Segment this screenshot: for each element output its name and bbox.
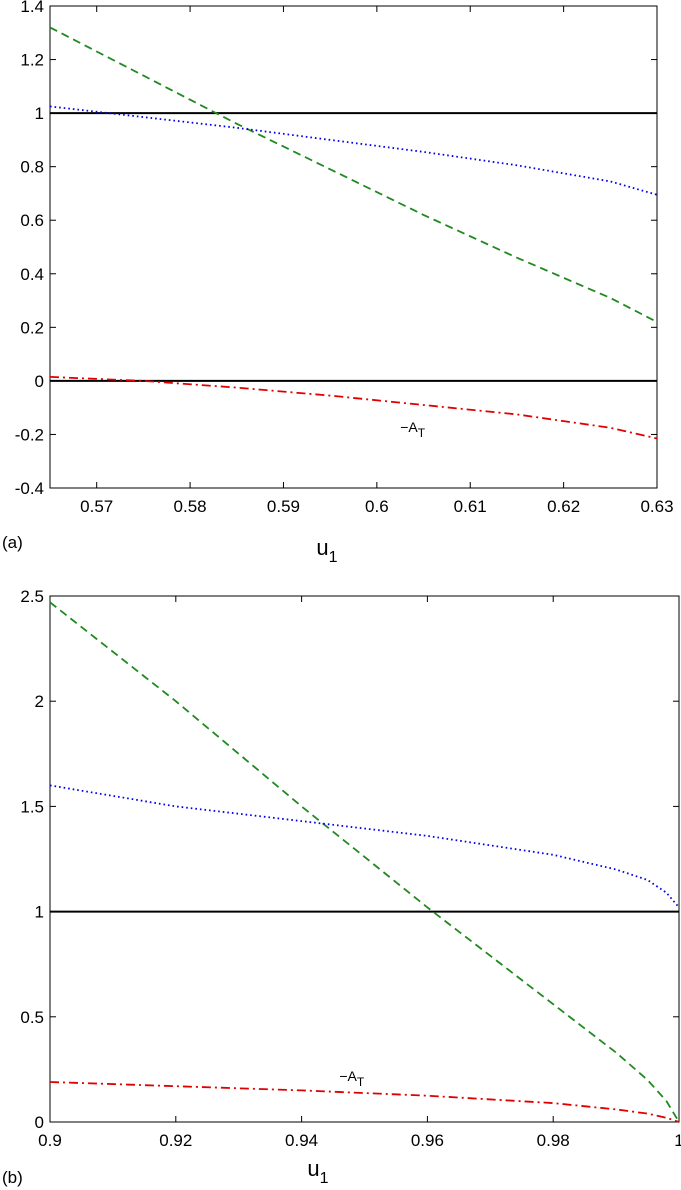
series-line-dashdot [49,376,658,440]
y-tick-label: 1 [35,903,44,922]
series-line-dashed [49,601,680,1123]
x-tick-label: 0.98 [537,1131,570,1150]
x-tick-label: 0.62 [547,497,580,516]
plot-frame [49,5,658,489]
plot-frame [49,595,680,1123]
y-tick-label: -0.4 [15,479,44,498]
y-tick-label: 0.8 [20,158,44,177]
x-tick-label: 0.9 [38,1131,62,1150]
x-tick-label: 0.61 [454,497,487,516]
y-tick-label: 1.2 [20,51,44,70]
chart-panel-b: 0.9 0.92 0.94 0.96 0.98 1 0 0.5 1 1.5 2 2.5 −AT u1 (b) [2,587,681,1187]
x-tick-label: 0.63 [640,497,673,516]
y-tick-label: 1.5 [20,797,44,816]
series-line-dashdot [49,1081,680,1123]
y-tick-label: 0.5 [20,1008,44,1027]
y-tick-label: 0 [35,1113,44,1132]
series-line-dotted [49,784,680,908]
y-tick-label: 1.4 [20,0,44,16]
x-tick-label: 0.92 [159,1131,192,1150]
x-tick-label: 0.6 [365,497,389,516]
series-line-dashed [49,26,658,323]
x-tick-label: 0.57 [80,497,113,516]
y-tick-label: 2 [35,692,44,711]
y-tick-label: -0.2 [15,425,44,444]
annotation-label: −AT [400,419,426,440]
x-tick-label: 0.94 [285,1131,318,1150]
annotation-label: −AT [339,1068,365,1089]
x-axis-label: u1 [307,1156,328,1187]
x-tick-label: 1 [674,1131,681,1150]
y-tick-label: 0 [35,372,44,391]
y-tick-label: 0.6 [20,211,44,230]
y-tick-label: 1 [35,104,44,123]
y-tick-label: 0.4 [20,265,44,284]
x-tick-label: 0.96 [411,1131,444,1150]
x-tick-label: 0.59 [267,497,300,516]
x-tick-label: 0.58 [174,497,207,516]
panel-label: (b) [2,1168,23,1187]
x-axis-label: u1 [316,535,337,566]
chart-panel-a: 0.57 0.58 0.59 0.6 0.61 0.62 0.63-0.4-0.200.20… [2,0,674,566]
y-tick-label: 0.2 [20,318,44,337]
panel-label: (a) [2,533,23,552]
y-tick-label: 2.5 [20,587,44,606]
